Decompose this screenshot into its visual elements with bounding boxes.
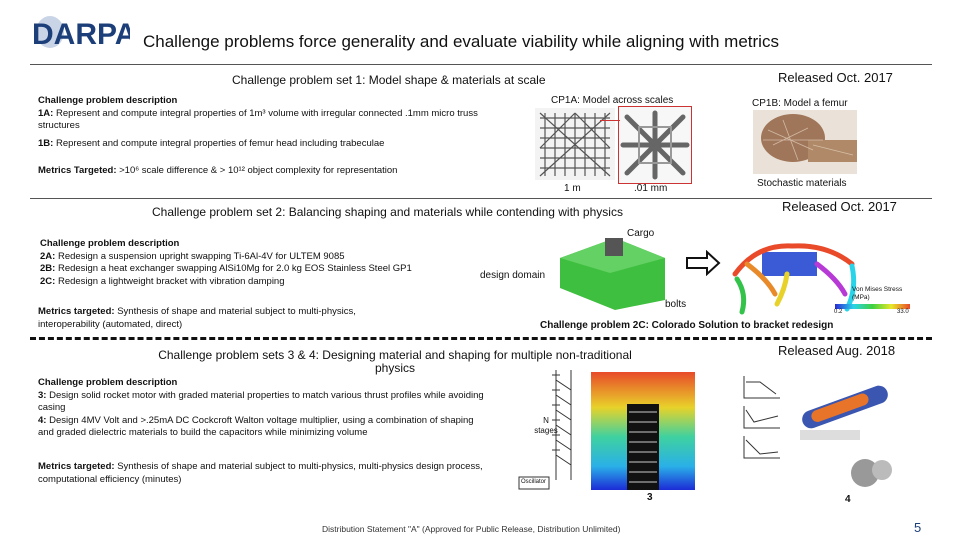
set1-desc-label: Challenge problem description bbox=[38, 95, 178, 106]
bolts-label: bolts bbox=[665, 299, 687, 310]
set1-description: Challenge problem description 1A: Repres… bbox=[38, 95, 498, 133]
scale-01mm: .01 mm bbox=[634, 183, 668, 194]
page-number: 5 bbox=[914, 520, 922, 535]
arrow-icon bbox=[685, 249, 721, 281]
set2-item-2b: 2B: Redesign a heat exchanger swapping A… bbox=[40, 263, 412, 274]
label-3: 3 bbox=[647, 492, 653, 503]
cp1b-caption: CP1B: Model a femur bbox=[752, 98, 848, 109]
set2-released: Released Oct. 2017 bbox=[782, 199, 897, 214]
scale-1m: 1 m bbox=[564, 183, 581, 194]
set34-item-4: 4: Design 4MV Volt and >.25mA DC Cockcro… bbox=[38, 414, 474, 439]
set1-heading: Challenge problem set 1: Model shape & m… bbox=[232, 73, 546, 87]
set2-desc-label: Challenge problem description bbox=[40, 238, 180, 249]
cp2c-caption: Challenge problem 2C: Colorado Solution … bbox=[540, 320, 834, 331]
set2-item-2a: 2A: Redesign a suspension upright swappi… bbox=[40, 250, 345, 262]
set1-item-1a: 1A: Represent and compute integral prope… bbox=[38, 107, 478, 132]
set2-divider bbox=[30, 337, 932, 340]
set34-released: Released Aug. 2018 bbox=[778, 343, 896, 358]
label-4: 4 bbox=[845, 494, 851, 505]
set2-item-2c: 2C: Redesign a lightweight bracket with … bbox=[40, 275, 285, 287]
truss-zoom-image bbox=[618, 106, 692, 184]
set1-divider bbox=[30, 198, 932, 199]
set2-metrics: Metrics targeted: Synthesis of shape and… bbox=[38, 306, 356, 330]
thrust-profile-plots bbox=[740, 372, 784, 462]
set34-desc-label: Challenge problem description bbox=[38, 377, 178, 388]
stochastic-caption: Stochastic materials bbox=[757, 178, 847, 189]
set34-description: Challenge problem description 3: Design … bbox=[38, 377, 488, 440]
colorbar-max: 33.0 bbox=[897, 309, 909, 315]
cargo-label: Cargo bbox=[627, 228, 655, 239]
set2-heading: Challenge problem set 2: Balancing shapi… bbox=[152, 205, 623, 219]
femur-image bbox=[753, 110, 857, 174]
stress-colorbar bbox=[835, 304, 910, 309]
set2-description: Challenge problem description 2A: Redesi… bbox=[40, 238, 470, 288]
svg-text:DARPA: DARPA bbox=[32, 18, 130, 51]
set1-metrics: Metrics Targeted: >10⁶ scale difference … bbox=[38, 165, 398, 176]
darpa-logo: DARPA bbox=[30, 10, 136, 56]
page-title: Challenge problems force generality and … bbox=[143, 32, 779, 51]
set34-metrics: Metrics targeted: Synthesis of shape and… bbox=[38, 461, 483, 485]
cp1a-caption: CP1A: Model across scales bbox=[551, 95, 674, 106]
truss-macro-image bbox=[535, 108, 615, 180]
zoom-connector bbox=[600, 120, 620, 122]
n-stages-label: N stages bbox=[534, 416, 558, 435]
design-domain-label: design domain bbox=[480, 270, 546, 281]
header-divider bbox=[30, 64, 932, 65]
von-mises-label: Von Mises Stress (MPa) bbox=[852, 286, 903, 301]
set34-heading: Challenge problem sets 3 & 4: Designing … bbox=[158, 348, 632, 375]
field-heatmap-image bbox=[591, 372, 695, 490]
distribution-statement: Distribution Statement "A" (Approved for… bbox=[322, 524, 621, 534]
set1-item-1b: 1B: Represent and compute integral prope… bbox=[38, 138, 385, 149]
voltage-multiplier-schematic bbox=[516, 365, 586, 493]
oscillator-label: Oscillator bbox=[521, 479, 547, 485]
rocket-motor-image bbox=[790, 368, 910, 493]
set34-item-3: 3: Design solid rocket motor with graded… bbox=[38, 389, 484, 414]
set1-released: Released Oct. 2017 bbox=[778, 70, 893, 85]
colorbar-min: 0.2 bbox=[834, 309, 843, 315]
bracket-design-domain-image bbox=[555, 228, 667, 312]
